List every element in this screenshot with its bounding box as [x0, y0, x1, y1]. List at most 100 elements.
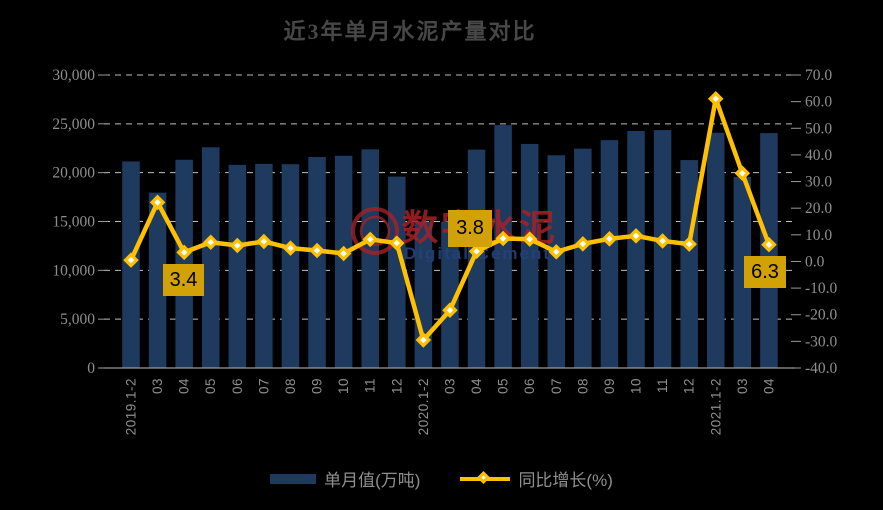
bar [680, 160, 698, 368]
data-point-marker [282, 240, 299, 256]
bar [627, 131, 645, 368]
bar [441, 221, 459, 368]
x-tick-label: 2019.1-2 [124, 378, 139, 435]
x-tick-label: 2021.1-2 [708, 378, 723, 435]
data-point-marker [335, 245, 352, 262]
legend-label-bar: 单月值(万吨) [324, 471, 421, 490]
x-tick-label: 08 [575, 378, 590, 394]
data-label: 6.3 [744, 256, 786, 288]
data-label: 3.4 [163, 264, 204, 296]
data-point-marker [468, 243, 485, 260]
data-point-marker [256, 233, 272, 250]
x-tick-label: 08 [283, 378, 298, 394]
y-axis-label-left: 30,000 [52, 67, 95, 84]
data-point-marker [628, 228, 644, 244]
x-tick-label: 04 [761, 378, 776, 394]
x-tick-label: 05 [203, 378, 218, 394]
legend-item-line-series: 同比增长(%) [460, 466, 613, 491]
y-axis-label-left: 25,000 [52, 116, 95, 133]
data-point-marker [495, 230, 511, 247]
x-tick-label: 05 [496, 378, 511, 394]
y-axis-label-left: 10,000 [52, 262, 95, 279]
x-tick-label: 07 [549, 378, 564, 394]
x-tick-label: 09 [602, 378, 617, 394]
bar [574, 148, 592, 368]
x-tick-label: 03 [735, 378, 750, 394]
y-axis-label-right: 20.0 [805, 200, 832, 217]
bar [281, 164, 300, 368]
bar [653, 130, 672, 368]
bar [201, 147, 220, 368]
data-point-marker [734, 165, 751, 182]
data-point-marker [601, 231, 618, 247]
bar [361, 149, 379, 368]
data-point-marker [681, 236, 697, 252]
data-point-marker [415, 332, 432, 348]
bar [707, 132, 725, 368]
data-point-marker [707, 90, 724, 107]
bar [175, 159, 193, 368]
x-tick-label: 10 [629, 378, 644, 394]
x-tick-label: 09 [310, 378, 325, 394]
data-point-marker [521, 231, 538, 247]
chart-title: 近3年单月水泥产量对比 [283, 19, 537, 44]
data-point-marker [123, 252, 139, 268]
y-axis-label-right: -10.0 [805, 280, 838, 297]
bar [547, 155, 566, 368]
legend: 单月值(万吨) 同比增长(%) [0, 466, 883, 491]
data-point-marker [442, 302, 458, 318]
x-tick-label: 11 [363, 378, 378, 393]
bar [388, 176, 406, 368]
y-axis-label-right: 10.0 [805, 227, 832, 244]
y-axis-label-left: 5,000 [60, 311, 95, 328]
y-axis-label-left: 0 [87, 360, 95, 377]
data-point-marker [176, 244, 192, 261]
y-axis-label-left: 15,000 [52, 214, 95, 231]
y-axis-label-right: 50.0 [805, 120, 832, 137]
y-axis-label-right: 30.0 [805, 174, 832, 191]
bar [520, 143, 539, 368]
bar [308, 157, 326, 368]
bar [148, 192, 167, 368]
x-tick-label: 2020.1-2 [416, 378, 431, 435]
legend-item-bar-series: 单月值(万吨) [270, 466, 420, 491]
x-tick-label: 04 [177, 378, 192, 394]
data-point-marker [202, 234, 219, 251]
data-point-marker [309, 242, 325, 259]
data-point-marker [548, 244, 565, 260]
bar [733, 176, 752, 368]
y-axis-label-right: 60.0 [805, 94, 832, 111]
y-axis-label-right: 40.0 [805, 147, 832, 164]
watermark-emblem-icon [351, 207, 399, 255]
legend-label-line: 同比增长(%) [518, 471, 613, 490]
x-tick-label: 04 [469, 378, 484, 394]
x-tick-label: 06 [522, 378, 537, 394]
data-point-marker [575, 236, 591, 252]
data-point-marker [761, 236, 777, 253]
x-tick-label: 11 [655, 378, 670, 393]
data-point-marker [654, 233, 671, 249]
y-axis-label-right: 70.0 [805, 67, 832, 84]
y-axis-label-left: 20,000 [52, 165, 95, 182]
x-tick-label: 03 [150, 378, 165, 394]
x-tick-label: 10 [336, 378, 351, 394]
x-tick-label: 12 [682, 378, 697, 394]
bar [228, 164, 247, 368]
diamond-marker-icon [477, 470, 491, 484]
y-axis-label-right: -40.0 [805, 360, 838, 377]
data-point-marker [149, 194, 166, 211]
line-series-swatch [460, 470, 511, 486]
data-point-marker [389, 235, 405, 251]
data-label: 3.8 [448, 210, 492, 247]
bar [494, 125, 512, 368]
bar [255, 163, 273, 368]
x-tick-label: 12 [389, 378, 404, 394]
y-axis-label-right: 0.0 [805, 253, 825, 270]
data-point-marker [229, 237, 246, 254]
bar [600, 140, 619, 368]
x-tick-label: 06 [230, 378, 245, 394]
data-point-marker [362, 231, 378, 248]
bar [334, 155, 353, 368]
